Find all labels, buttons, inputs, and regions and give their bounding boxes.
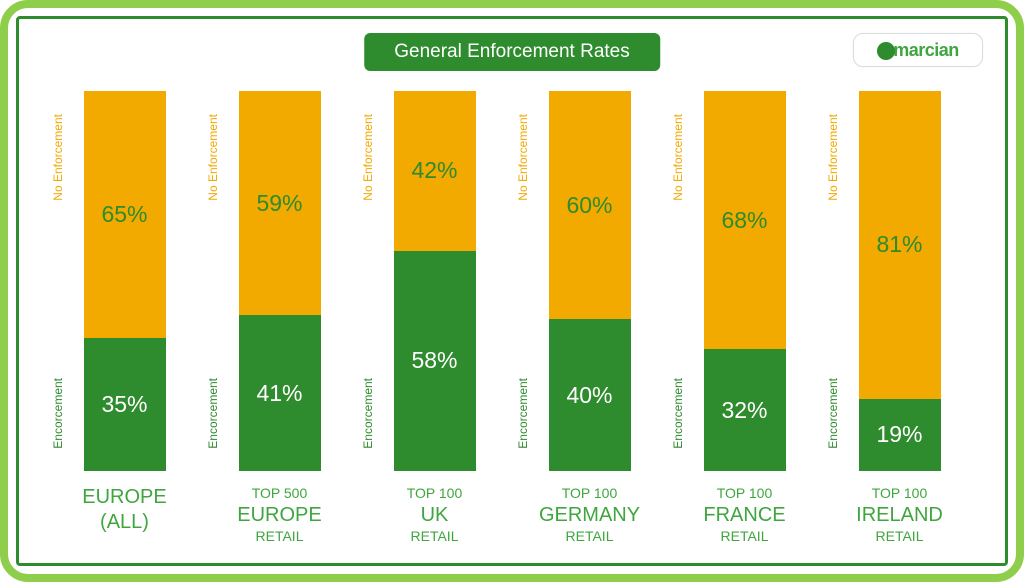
stacked-bar: 65%35% <box>84 91 166 471</box>
bar-segment-no-enforcement: 65% <box>84 91 166 338</box>
bar-segment-enforcement: 35% <box>84 338 166 471</box>
bar-segment-enforcement: 32% <box>704 349 786 471</box>
category-pre: TOP 500 <box>237 485 321 503</box>
bar-segment-no-enforcement: 60% <box>549 91 631 319</box>
stacked-bar: 42%58% <box>394 91 476 471</box>
outer-frame: General Enforcement Rates marcian No Enf… <box>0 0 1024 582</box>
axis-label-enforcement: Encorcement <box>361 378 375 449</box>
bar-segment-enforcement: 40% <box>549 319 631 471</box>
bar-segment-enforcement: 19% <box>859 399 941 471</box>
category-main: UK <box>407 503 463 528</box>
category-pre: TOP 100 <box>856 485 943 503</box>
category-sub: RETAIL <box>539 528 640 546</box>
bar-group: No Enforcement Encorcement 81%19% TOP 100IR… <box>822 91 977 547</box>
stacked-bar: 81%19% <box>859 91 941 471</box>
category-pre: TOP 100 <box>407 485 463 503</box>
bar-segment-no-enforcement: 59% <box>239 91 321 315</box>
axis-label-enforcement: Encorcement <box>51 378 65 449</box>
category-pre: TOP 100 <box>539 485 640 503</box>
bar-segment-no-enforcement: 42% <box>394 91 476 251</box>
category-sub: RETAIL <box>856 528 943 546</box>
category-label: TOP 100IRELANDRETAIL <box>856 485 943 545</box>
bar-segment-enforcement: 58% <box>394 251 476 471</box>
logo-text: marcian <box>877 40 959 61</box>
bar-group: No Enforcement Encorcement 59%41% TOP 500EU… <box>202 91 357 547</box>
stacked-bar: 68%32% <box>704 91 786 471</box>
bar-pair: No Enforcement Encorcement 59%41% <box>202 91 357 471</box>
bar-segment-enforcement: 41% <box>239 315 321 471</box>
axis-label-enforcement: Encorcement <box>516 378 530 449</box>
bar-group: No Enforcement Encorcement 42%58% TOP 100UK… <box>357 91 512 547</box>
axis-label-enforcement: Encorcement <box>671 378 685 449</box>
bar-pair: No Enforcement Encorcement 68%32% <box>667 91 822 471</box>
category-label: EUROPE(ALL) <box>82 485 166 535</box>
stacked-bar: 60%40% <box>549 91 631 471</box>
category-label: TOP 100GERMANYRETAIL <box>539 485 640 545</box>
category-sub: (ALL) <box>82 510 166 535</box>
category-main: IRELAND <box>856 503 943 528</box>
category-label: TOP 500EUROPERETAIL <box>237 485 321 545</box>
axis-label-no-enforcement: No Enforcement <box>671 114 685 201</box>
bar-pair: No Enforcement Encorcement 81%19% <box>822 91 977 471</box>
category-sub: RETAIL <box>237 528 321 546</box>
bar-pair: No Enforcement Encorcement 60%40% <box>512 91 667 471</box>
bar-pair: No Enforcement Encorcement 65%35% <box>47 91 202 471</box>
category-sub: RETAIL <box>703 528 785 546</box>
bar-segment-no-enforcement: 68% <box>704 91 786 349</box>
bar-group: No Enforcement Encorcement 60%40% TOP 100GE… <box>512 91 667 547</box>
axis-label-no-enforcement: No Enforcement <box>361 114 375 201</box>
logo-word: marcian <box>893 40 959 61</box>
axis-label-enforcement: Encorcement <box>826 378 840 449</box>
axis-label-no-enforcement: No Enforcement <box>516 114 530 201</box>
category-main: GERMANY <box>539 503 640 528</box>
category-sub: RETAIL <box>407 528 463 546</box>
category-main: FRANCE <box>703 503 785 528</box>
logo-badge: marcian <box>853 33 983 67</box>
axis-label-enforcement: Encorcement <box>206 378 220 449</box>
stacked-bar: 59%41% <box>239 91 321 471</box>
axis-label-no-enforcement: No Enforcement <box>51 114 65 201</box>
category-pre: TOP 100 <box>703 485 785 503</box>
bar-pair: No Enforcement Encorcement 42%58% <box>357 91 512 471</box>
category-main: EUROPE <box>237 503 321 528</box>
inner-frame: General Enforcement Rates marcian No Enf… <box>16 16 1008 566</box>
axis-label-no-enforcement: No Enforcement <box>206 114 220 201</box>
category-label: TOP 100UKRETAIL <box>407 485 463 545</box>
chart-title: General Enforcement Rates <box>364 33 660 71</box>
chart-area: No EnforcementEncorcement65%35%EUROPE(AL… <box>47 91 977 547</box>
bar-group: No Enforcement Encorcement 65%35% EUROPE(AL… <box>47 91 202 547</box>
bar-segment-no-enforcement: 81% <box>859 91 941 399</box>
bar-group: No Enforcement Encorcement 68%32% TOP 100FR… <box>667 91 822 547</box>
category-main: EUROPE <box>82 485 166 510</box>
axis-label-no-enforcement: No Enforcement <box>826 114 840 201</box>
category-label: TOP 100FRANCERETAIL <box>703 485 785 545</box>
